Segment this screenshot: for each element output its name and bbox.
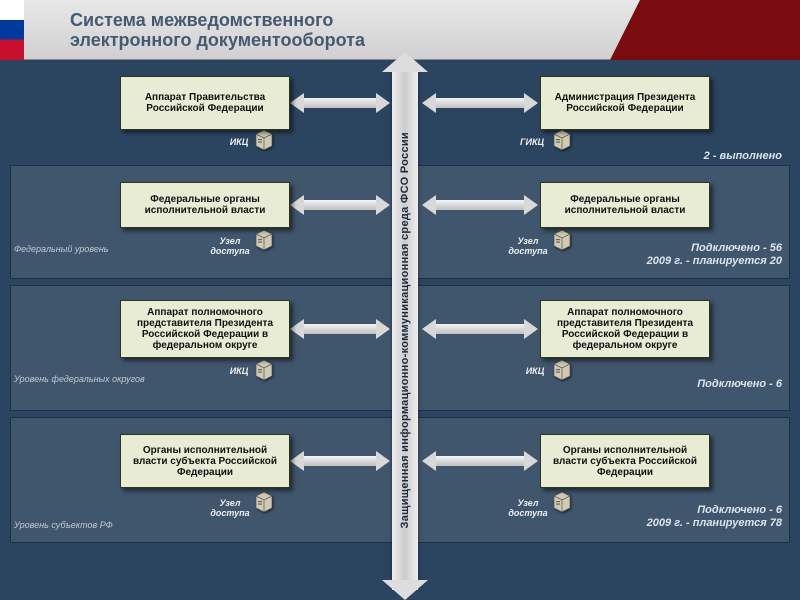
box-fed-right: Федеральные органы исполнительной власти: [540, 182, 710, 228]
box-subj-right: Органы исполнительной власти субъекта Ро…: [540, 434, 710, 488]
level-federal: Федеральный уровень: [14, 244, 109, 255]
center-label-text: Защищенная информационно-коммуникационна…: [399, 132, 411, 528]
arrow: [434, 324, 526, 334]
box-plen-right: Аппарат полномочного представителя Прези…: [540, 300, 710, 358]
page-title: Система межведомственного электронного д…: [70, 10, 365, 50]
box-plen-left: Аппарат полномочного представителя Прези…: [120, 300, 290, 358]
status-subjects: Подключено - 6 2009 г. - планируется 78: [647, 504, 782, 530]
server-icon: [254, 490, 274, 512]
label-access: Узел доступа: [504, 498, 552, 518]
level-districts: Уровень федеральных округов: [14, 374, 145, 385]
arrow: [434, 98, 526, 108]
status-federal: Подключено - 56 2009 г. - планируется 20: [647, 242, 782, 268]
arrow: [434, 200, 526, 210]
title-line2: электронного документооборота: [70, 30, 365, 50]
status-districts: Подключено - 6: [697, 378, 782, 391]
arrow: [302, 98, 378, 108]
server-icon: [254, 358, 274, 380]
label-ikc2: ИКЦ: [222, 366, 256, 376]
server-icon: [552, 358, 572, 380]
label-ikc2: ИКЦ: [518, 366, 552, 376]
box-subj-left: Органы исполнительной власти субъекта Ро…: [120, 434, 290, 488]
label-access: Узел доступа: [206, 498, 254, 518]
server-icon: [552, 128, 572, 150]
server-icon: [552, 228, 572, 250]
level-subjects: Уровень субъектов РФ: [14, 520, 113, 531]
arrow: [302, 456, 378, 466]
box-pres-admin: Администрация Президента Российской Феде…: [540, 76, 710, 130]
title-line1: Система межведомственного: [70, 10, 333, 30]
red-corner: [640, 0, 800, 60]
status-top: 2 - выполнено: [704, 150, 782, 163]
center-arrow-label: Защищенная информационно-коммуникационна…: [392, 90, 418, 570]
label-access: Узел доступа: [206, 236, 254, 256]
label-ikc: ИКЦ: [222, 137, 256, 147]
arrow: [434, 456, 526, 466]
label-access: Узел доступа: [504, 236, 552, 256]
header: Система межведомственного электронного д…: [0, 0, 800, 60]
server-icon: [254, 128, 274, 150]
server-icon: [254, 228, 274, 250]
server-icon: [552, 490, 572, 512]
label-gikc: ГИКЦ: [512, 137, 552, 147]
arrow: [302, 324, 378, 334]
box-fed-left: Федеральные органы исполнительной власти: [120, 182, 290, 228]
box-govt-apparatus: Аппарат Правительства Российской Федерац…: [120, 76, 290, 130]
arrow: [302, 200, 378, 210]
flag-stripe: [0, 0, 24, 60]
